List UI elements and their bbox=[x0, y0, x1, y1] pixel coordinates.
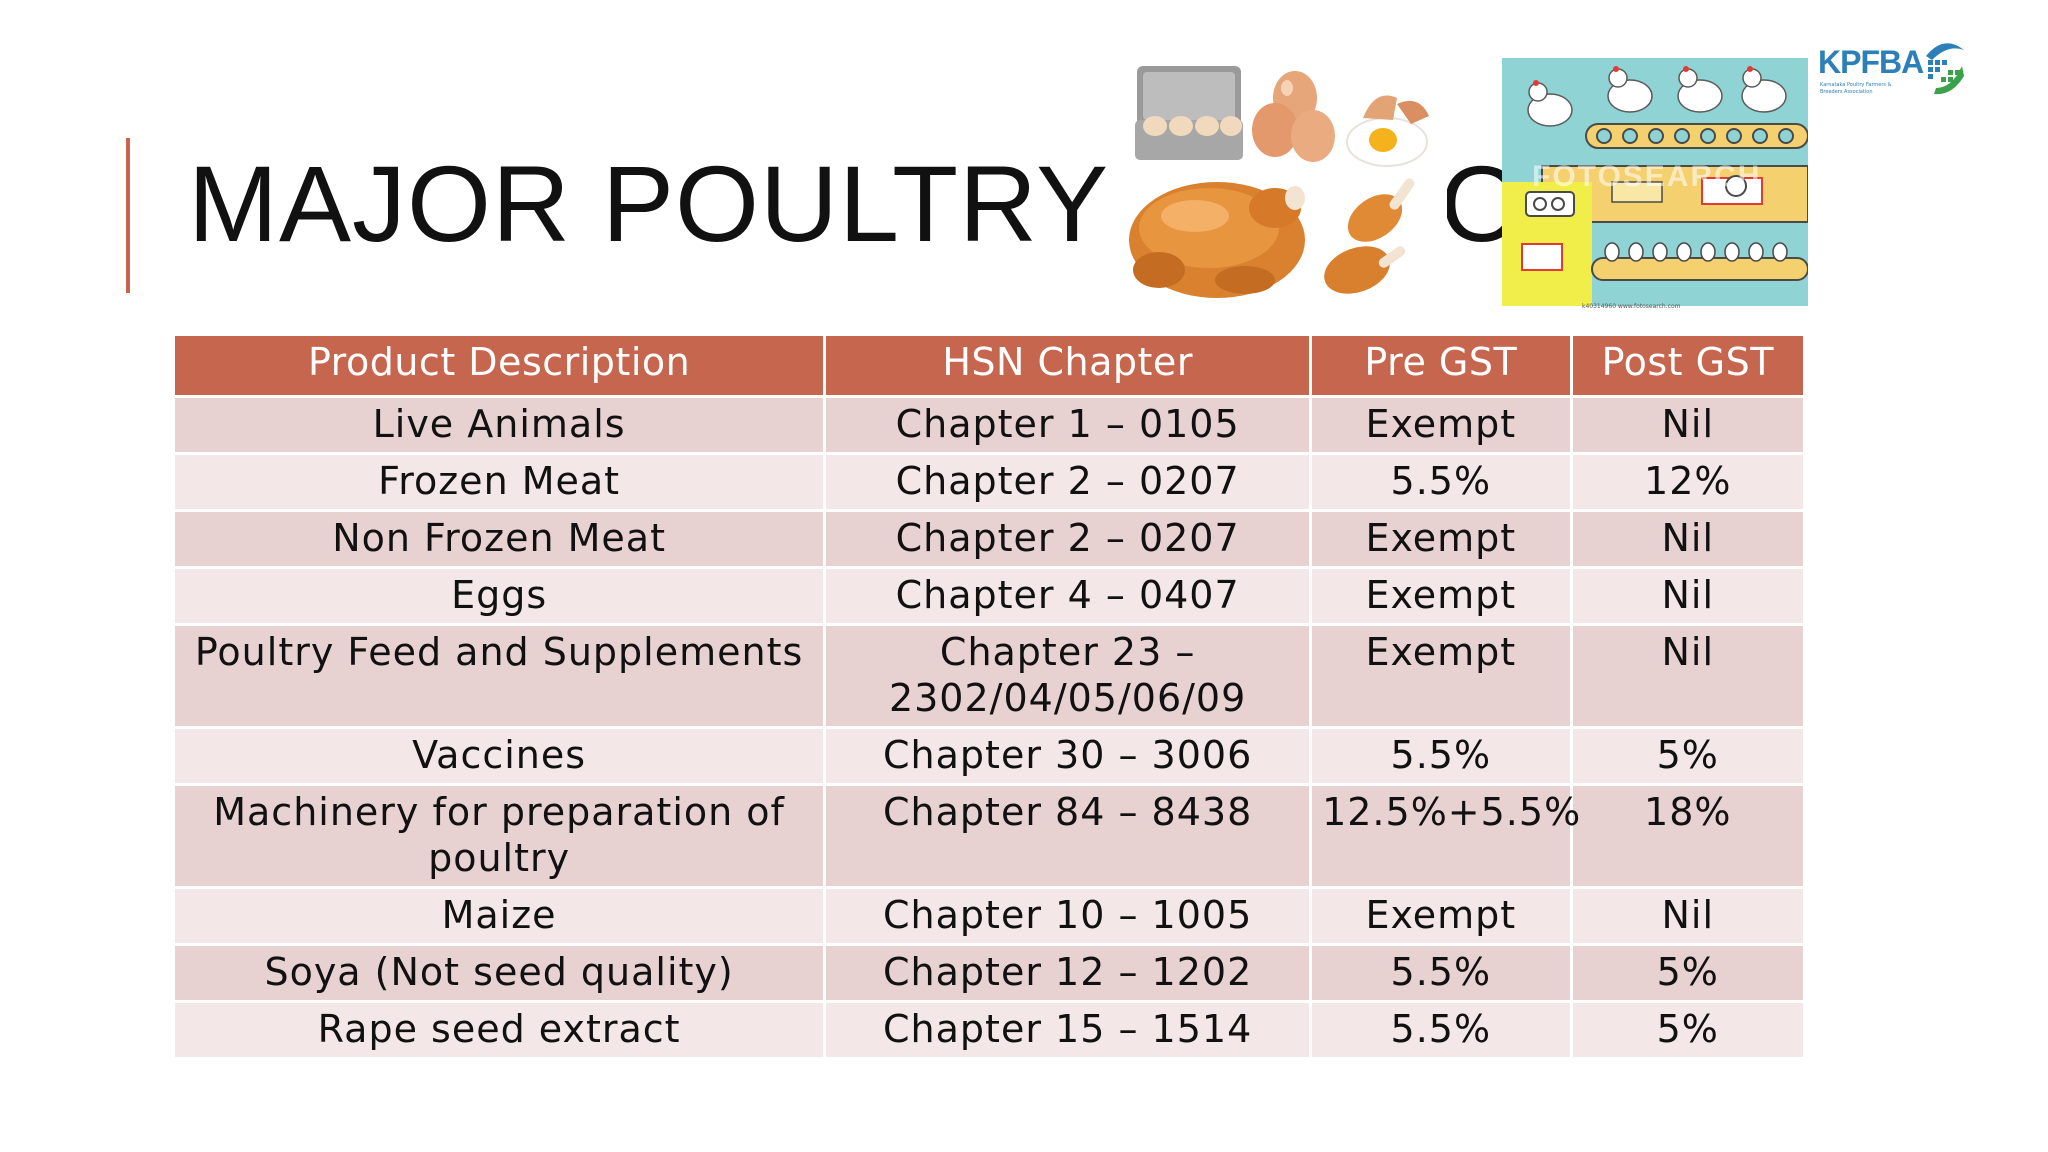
cell-description: Frozen Meat bbox=[171, 452, 827, 512]
cell-pre-gst: 5.5% bbox=[1309, 452, 1573, 512]
table-row: Rape seed extract Chapter 15 – 1514 5.5%… bbox=[171, 1000, 1807, 1060]
cell-post-gst: Nil bbox=[1569, 395, 1807, 455]
cell-hsn: Chapter 30 – 3006 bbox=[823, 726, 1313, 786]
gst-rates-table: Product Description HSN Chapter Pre GST … bbox=[171, 333, 1807, 1060]
kpfba-logo: KPFBA Karnataka Poultry Farmers & Breede… bbox=[1818, 34, 1968, 106]
logo-mark-icon bbox=[1926, 43, 1964, 95]
table-row: Vaccines Chapter 30 – 3006 5.5% 5% bbox=[171, 726, 1807, 786]
cell-description: Eggs bbox=[171, 566, 827, 626]
logo-wordmark: KPFBA bbox=[1818, 44, 1924, 80]
logo-subtitle: Karnataka Poultry Farmers & Breeders Ass… bbox=[1820, 82, 1892, 95]
slide-title: MAJOR POULTRY bbox=[188, 143, 1110, 264]
cell-description: Poultry Feed and Supplements bbox=[171, 623, 827, 729]
table-row: Frozen Meat Chapter 2 – 0207 5.5% 12% bbox=[171, 452, 1807, 512]
table-row: Live Animals Chapter 1 – 0105 Exempt Nil bbox=[171, 395, 1807, 455]
cell-hsn: Chapter 15 – 1514 bbox=[823, 1000, 1313, 1060]
cell-description: Rape seed extract bbox=[171, 1000, 827, 1060]
cell-pre-gst: Exempt bbox=[1309, 623, 1573, 729]
cell-pre-gst: Exempt bbox=[1309, 886, 1573, 946]
cell-description: Non Frozen Meat bbox=[171, 509, 827, 569]
header-post-gst: Post GST bbox=[1569, 333, 1807, 398]
table-row: Machinery for preparation of poultry Cha… bbox=[171, 783, 1807, 889]
cell-pre-gst: 5.5% bbox=[1309, 726, 1573, 786]
cell-hsn: Chapter 84 – 8438 bbox=[823, 783, 1313, 889]
cell-description: Soya (Not seed quality) bbox=[171, 943, 827, 1003]
cell-post-gst: Nil bbox=[1569, 623, 1807, 729]
poultry-factory-illustration: FOTOSEARCH bbox=[1502, 58, 1808, 306]
cell-post-gst: Nil bbox=[1569, 886, 1807, 946]
header-hsn-chapter: HSN Chapter bbox=[823, 333, 1313, 398]
cracked-egg-icon bbox=[1346, 95, 1429, 167]
cell-description: Maize bbox=[171, 886, 827, 946]
cell-hsn: Chapter 4 – 0407 bbox=[823, 566, 1313, 626]
cell-post-gst: 12% bbox=[1569, 452, 1807, 512]
header-product-description: Product Description bbox=[171, 333, 827, 398]
cell-description: Live Animals bbox=[171, 395, 827, 455]
cell-description: Machinery for preparation of poultry bbox=[171, 783, 827, 889]
table-row: Maize Chapter 10 – 1005 Exempt Nil bbox=[171, 886, 1807, 946]
title-accent-bar bbox=[126, 138, 130, 293]
cell-post-gst: 5% bbox=[1569, 1000, 1807, 1060]
cell-hsn: Chapter 2 – 0207 bbox=[823, 509, 1313, 569]
cell-post-gst: 5% bbox=[1569, 943, 1807, 1003]
drumstick-icon bbox=[1324, 178, 1415, 294]
egg-carton-icon bbox=[1135, 66, 1243, 160]
cell-post-gst: 18% bbox=[1569, 783, 1807, 889]
hens-icon bbox=[1527, 66, 1787, 127]
cell-hsn: Chapter 12 – 1202 bbox=[823, 943, 1313, 1003]
cell-pre-gst: 5.5% bbox=[1309, 943, 1573, 1003]
conveyor-bottom-icon bbox=[1591, 257, 1808, 281]
table-header-row: Product Description HSN Chapter Pre GST … bbox=[171, 333, 1807, 398]
conveyor-top-icon bbox=[1585, 123, 1808, 149]
cell-description: Vaccines bbox=[171, 726, 827, 786]
cell-post-gst: 5% bbox=[1569, 726, 1807, 786]
cell-pre-gst: Exempt bbox=[1309, 566, 1573, 626]
cell-post-gst: Nil bbox=[1569, 509, 1807, 569]
cell-pre-gst: Exempt bbox=[1309, 509, 1573, 569]
cell-hsn: Chapter 1 – 0105 bbox=[823, 395, 1313, 455]
header-pre-gst: Pre GST bbox=[1309, 333, 1573, 398]
table-row: Poultry Feed and Supplements Chapter 23 … bbox=[171, 623, 1807, 729]
cell-hsn: Chapter 23 – 2302/04/05/06/09 bbox=[823, 623, 1313, 729]
table-row: Eggs Chapter 4 – 0407 Exempt Nil bbox=[171, 566, 1807, 626]
cell-pre-gst: 5.5% bbox=[1309, 1000, 1573, 1060]
cell-pre-gst: 12.5%+5.5% bbox=[1309, 783, 1580, 889]
cell-post-gst: Nil bbox=[1569, 566, 1807, 626]
cell-hsn: Chapter 10 – 1005 bbox=[823, 886, 1313, 946]
roast-chicken-icon bbox=[1129, 182, 1305, 298]
cell-hsn: Chapter 2 – 0207 bbox=[823, 452, 1313, 512]
fotosearch-watermark: FOTOSEARCH bbox=[1532, 160, 1761, 193]
table-row: Non Frozen Meat Chapter 2 – 0207 Exempt … bbox=[171, 509, 1807, 569]
cell-pre-gst: Exempt bbox=[1309, 395, 1573, 455]
eggs-icon bbox=[1252, 71, 1335, 162]
factory-image-caption: k40314960 www.fotosearch.com bbox=[1582, 303, 1681, 310]
table-row: Soya (Not seed quality) Chapter 12 – 120… bbox=[171, 943, 1807, 1003]
poultry-food-illustration bbox=[1125, 58, 1447, 308]
